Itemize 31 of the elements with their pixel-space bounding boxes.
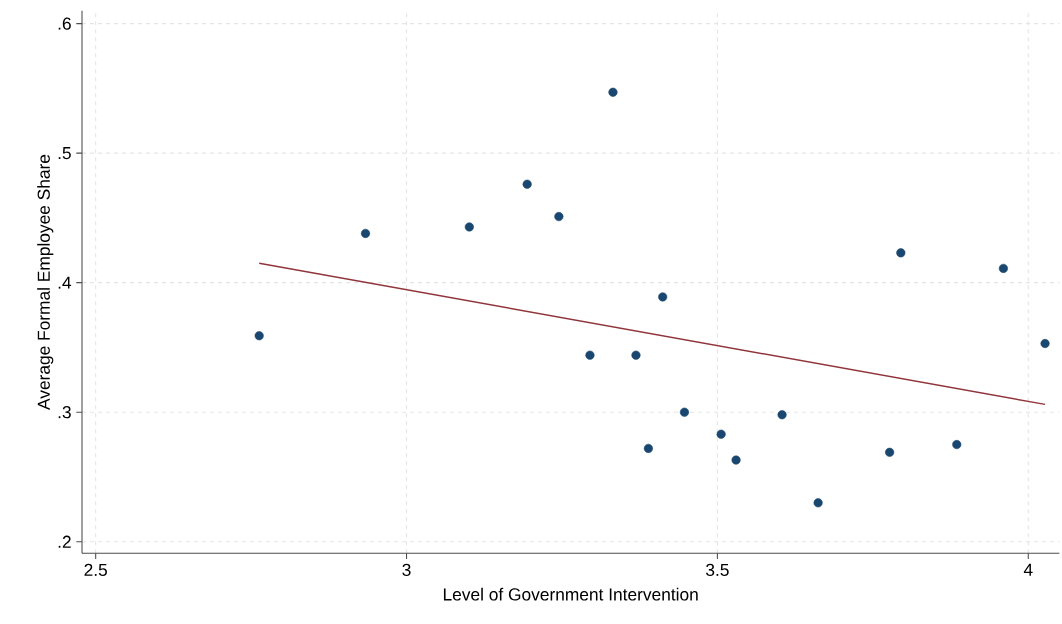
point [254, 331, 264, 341]
point [585, 350, 595, 360]
point [522, 179, 532, 189]
x-tick-label: 3.5 [706, 563, 729, 576]
point [1040, 338, 1050, 349]
y-tick-label: .4 [58, 276, 72, 289]
point [896, 248, 906, 258]
point [643, 443, 653, 453]
y-tick-label: .5 [58, 147, 71, 160]
point [608, 87, 618, 97]
y-tick-label: .3 [58, 406, 71, 419]
point [658, 292, 668, 302]
point [731, 455, 741, 465]
point [631, 350, 641, 360]
point [679, 407, 689, 417]
y-axis-title: Average Formal Employee Share [37, 154, 54, 410]
point [777, 410, 787, 420]
point [998, 263, 1008, 273]
y-tick-label: .2 [58, 535, 71, 548]
x-tick-label: 2.5 [84, 563, 107, 576]
point [716, 429, 726, 439]
x-axis-title: Level of Government Intervention [443, 587, 698, 601]
x-tick-label: 3 [402, 563, 411, 576]
y-tick-label: .6 [58, 17, 71, 30]
point [813, 498, 823, 508]
point [952, 440, 962, 450]
point [360, 228, 371, 238]
point [464, 222, 474, 232]
x-tick-label: 4 [1023, 563, 1033, 576]
point [554, 212, 564, 222]
point [885, 447, 895, 457]
